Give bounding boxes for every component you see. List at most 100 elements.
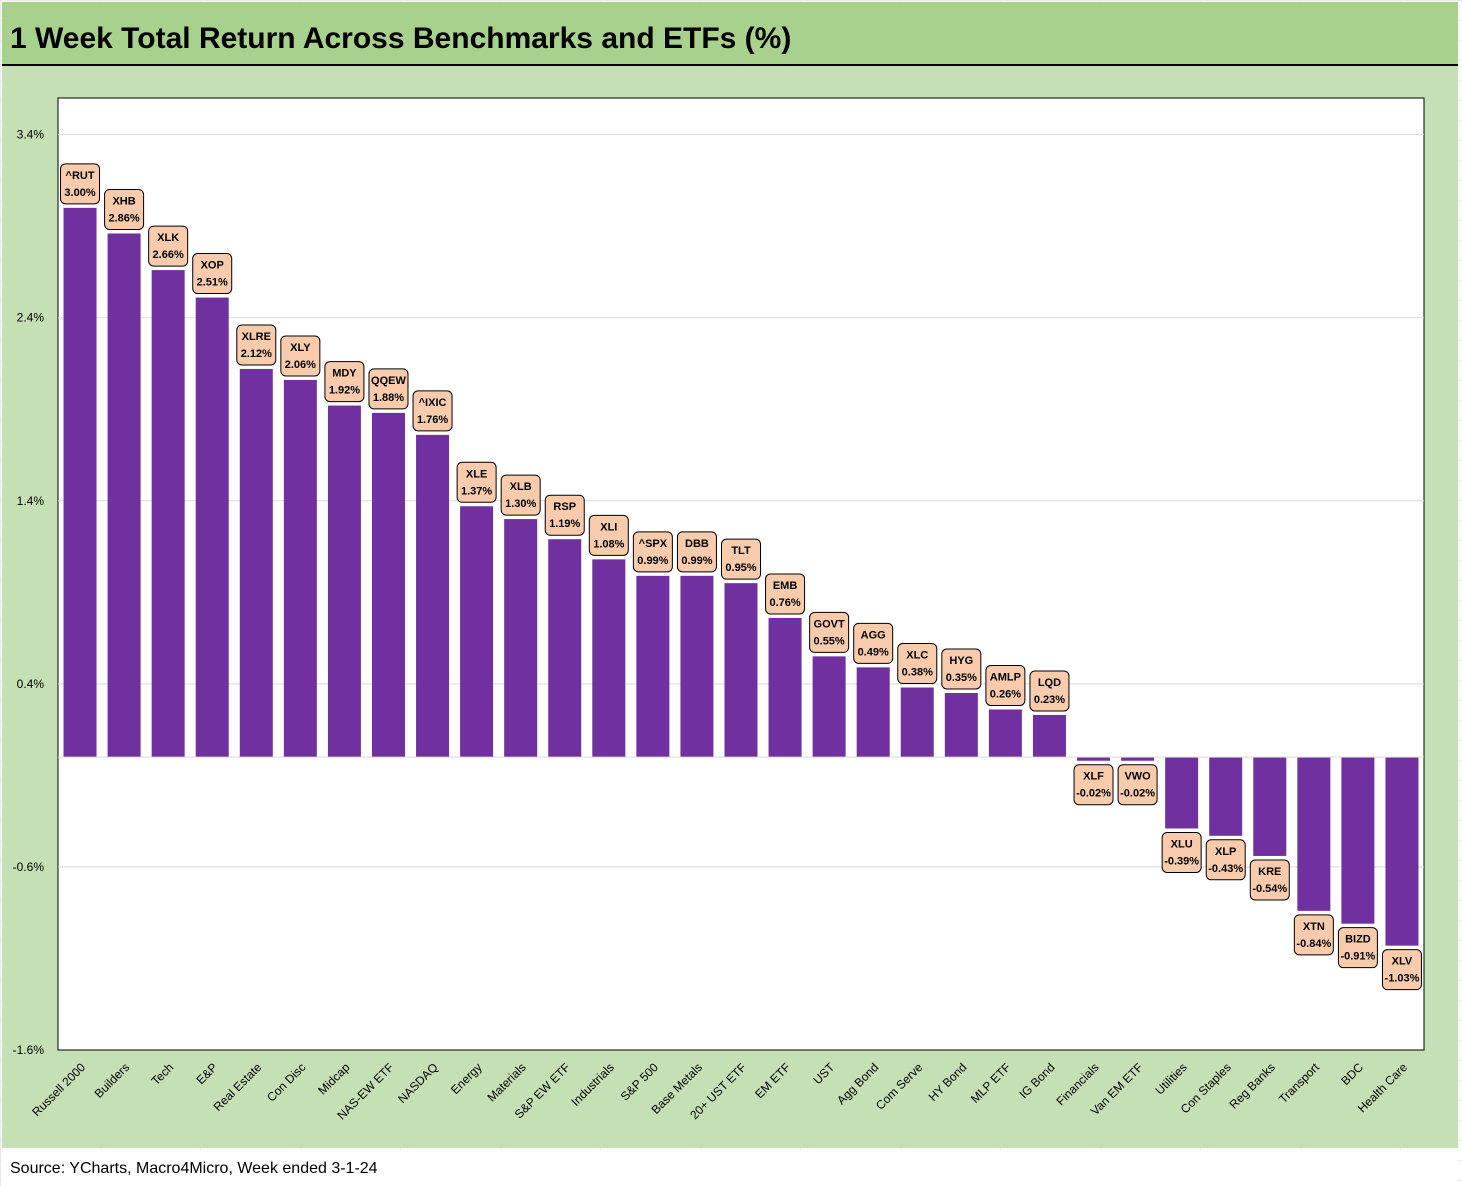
data-label-box — [500, 474, 541, 516]
data-label-ticker: EMB — [773, 580, 798, 592]
x-tick-label: S&P 500 — [618, 1060, 661, 1103]
data-label-box — [280, 335, 321, 377]
data-label-value: -0.39% — [1164, 855, 1199, 867]
data-label-value: 1.92% — [329, 385, 360, 397]
data-label-box — [148, 225, 189, 267]
data-label-ticker: DBB — [685, 538, 709, 550]
data-label-box — [809, 611, 850, 653]
data-label-value: 1.37% — [461, 485, 492, 497]
bar — [1297, 757, 1331, 911]
data-label-ticker: ^SPX — [639, 538, 668, 550]
data-label-ticker: HYG — [949, 655, 973, 667]
x-tick-label: Con Disc — [264, 1060, 308, 1104]
data-label-value: 0.38% — [902, 667, 933, 679]
bar — [195, 297, 229, 758]
data-label-value: 1.30% — [505, 498, 536, 510]
x-tick-label: Com Serve — [873, 1060, 926, 1113]
bar — [1209, 757, 1243, 836]
bar — [1121, 757, 1155, 761]
bar — [900, 687, 934, 758]
data-label-value: 0.49% — [858, 646, 889, 658]
data-label-ticker: MDY — [332, 368, 357, 380]
x-tick-label: Transport — [1276, 1060, 1322, 1106]
x-tick-label: Materials — [484, 1060, 528, 1104]
bar — [724, 583, 758, 758]
data-label-value: -0.54% — [1252, 883, 1287, 895]
data-label-value: 0.26% — [990, 688, 1021, 700]
data-label-value: -0.02% — [1076, 788, 1111, 800]
data-label-box — [456, 461, 497, 503]
data-label-box — [1161, 831, 1202, 873]
data-label-box — [1205, 839, 1246, 881]
data-label-ticker: ^RUT — [66, 170, 95, 182]
x-tick-label: Midcap — [315, 1060, 352, 1097]
data-label-box — [1117, 764, 1158, 806]
bar — [416, 434, 450, 758]
y-tick-label: 2.4% — [17, 311, 45, 325]
source-note: Source: YCharts, Macro4Micro, Week ended… — [10, 1160, 378, 1177]
bar — [460, 506, 494, 758]
data-label-box — [104, 188, 145, 230]
x-tick-label: E&P — [193, 1060, 220, 1087]
data-label-box — [853, 622, 894, 664]
data-label-value: 1.19% — [549, 518, 580, 530]
data-label-ticker: TLT — [731, 545, 751, 557]
y-tick-label: 0.4% — [17, 677, 45, 691]
bar — [1032, 714, 1066, 758]
bar — [239, 368, 273, 758]
data-label-value: 1.08% — [593, 538, 624, 550]
data-label-box — [60, 163, 101, 205]
data-label-ticker: XLC — [906, 650, 928, 662]
data-label-box — [941, 648, 982, 690]
data-label-ticker: QQEW — [371, 375, 406, 387]
data-label-ticker: XTN — [1303, 921, 1325, 933]
x-tick-label: Builders — [92, 1060, 133, 1101]
data-label-ticker: BIZD — [1345, 934, 1371, 946]
data-label-box — [1249, 859, 1290, 901]
x-tick-label: IG Bond — [1017, 1060, 1058, 1101]
data-label-value: 1.76% — [417, 414, 448, 426]
data-label-value: 3.00% — [64, 187, 95, 199]
data-label-ticker: LQD — [1038, 677, 1061, 689]
x-tick-label: EM ETF — [752, 1060, 793, 1101]
bar — [680, 575, 714, 758]
bar — [592, 559, 626, 758]
data-label-value: 0.99% — [637, 555, 668, 567]
data-label-ticker: XLP — [1215, 846, 1236, 858]
data-label-ticker: XOP — [201, 260, 224, 272]
data-label-ticker: GOVT — [814, 618, 845, 630]
bar — [283, 379, 317, 758]
data-label-box — [236, 324, 277, 366]
data-label-value: 0.35% — [946, 672, 977, 684]
data-label-value: 2.51% — [197, 277, 228, 289]
bar — [1165, 757, 1199, 829]
bar — [1341, 757, 1375, 924]
data-label-ticker: XLI — [600, 521, 617, 533]
x-tick-label: Reg Banks — [1226, 1060, 1277, 1111]
x-tick-label: Real Estate — [211, 1060, 265, 1114]
x-tick-label: UST — [810, 1060, 837, 1087]
data-label-ticker: XLRE — [242, 331, 271, 343]
data-label-value: 2.66% — [153, 249, 184, 261]
chart-title: 1 Week Total Return Across Benchmarks an… — [10, 22, 792, 55]
bar — [1253, 757, 1287, 856]
bar — [327, 405, 361, 758]
data-label-box — [721, 538, 761, 580]
data-label-value: 0.76% — [769, 597, 800, 609]
data-label-value: 2.06% — [285, 359, 316, 371]
data-label-ticker: AMLP — [990, 671, 1021, 683]
data-label-box — [192, 253, 233, 295]
bar — [107, 233, 141, 758]
x-tick-label: NASDAQ — [395, 1060, 441, 1106]
data-label-ticker: XLB — [510, 481, 532, 493]
data-label-box — [1029, 670, 1070, 712]
bar — [1385, 757, 1419, 946]
data-label-box — [1293, 914, 1334, 956]
data-label-box — [1381, 949, 1422, 991]
data-label-box — [544, 494, 585, 536]
data-label-box — [368, 368, 409, 410]
data-label-ticker: KRE — [1258, 866, 1281, 878]
y-tick-label: 3.4% — [17, 128, 45, 142]
data-label-value: -0.02% — [1120, 788, 1155, 800]
